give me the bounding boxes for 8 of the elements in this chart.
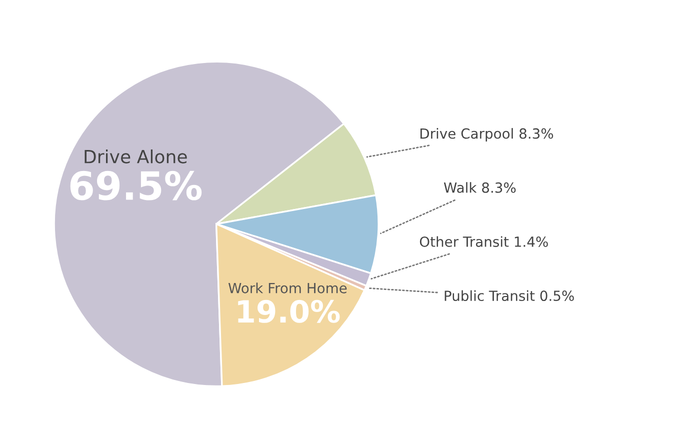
data-label: 69.5% (70, 170, 202, 200)
slice-label: Drive Alone (84, 149, 187, 164)
slice-label: Work From Home (228, 282, 347, 294)
slice-label: Walk 8.3% (444, 182, 516, 193)
slice-label: Other Transit 1.4% (420, 236, 548, 247)
slice-label: Public Transit 0.5% (444, 290, 574, 302)
data-label: 19.0% (238, 300, 340, 323)
slice-label: Drive Carpool 8.3% (420, 128, 554, 142)
